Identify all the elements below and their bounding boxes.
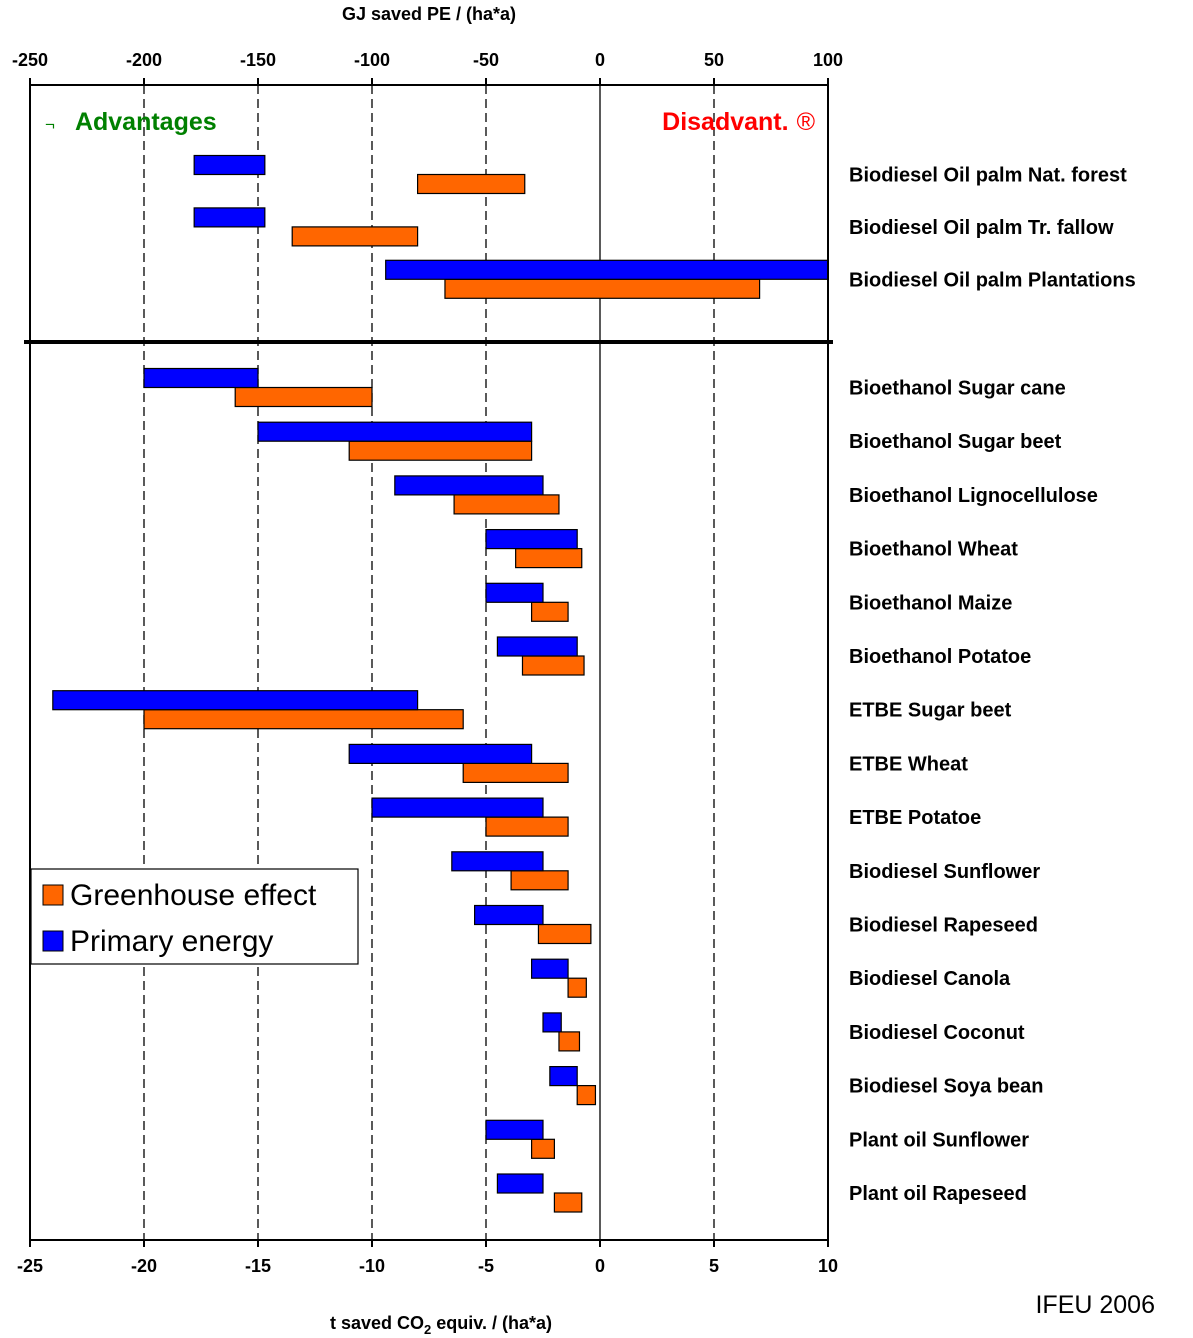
- bar-greenhouse: [530, 1138, 555, 1159]
- credit-label: IFEU 2006: [1035, 1291, 1155, 1319]
- bottom-axis-title: t saved CO2 equiv. / (ha*a): [330, 1313, 552, 1337]
- category-label: Biodiesel Sunflower: [849, 861, 1040, 883]
- category-label: Biodiesel Oil palm Nat. forest: [849, 165, 1127, 187]
- bar-greenhouse: [348, 440, 533, 461]
- right-arrow-symbol: ®: [797, 108, 816, 136]
- category-label: Biodiesel Oil palm Tr. fallow: [849, 217, 1114, 239]
- category-label: Bioethanol Wheat: [849, 539, 1018, 561]
- category-label: Biodiesel Canola: [849, 968, 1011, 990]
- bottom-tick-label: -15: [245, 1256, 271, 1276]
- bottom-tick-label: -20: [131, 1256, 157, 1276]
- legend-swatch-greenhouse: [42, 884, 64, 906]
- bar-greenhouse: [567, 977, 587, 998]
- category-label: Bioethanol Sugar cane: [849, 378, 1066, 400]
- bar-primary-energy: [385, 259, 829, 280]
- category-label: Bioethanol Maize: [849, 592, 1012, 614]
- bar-greenhouse: [510, 870, 569, 891]
- bar-primary-energy: [451, 851, 544, 872]
- legend-label-greenhouse: Greenhouse effect: [70, 879, 317, 912]
- bar-greenhouse: [444, 278, 761, 299]
- bar-primary-energy: [193, 154, 266, 176]
- advantages-annotation: ¬ Advantages: [45, 108, 217, 136]
- bottom-axis-title-subscript: 2: [424, 1322, 431, 1337]
- bottom-tick-label: 5: [709, 1256, 719, 1276]
- bar-greenhouse: [234, 386, 373, 408]
- bottom-tick-label: -10: [359, 1256, 385, 1276]
- disadvantages-label: Disadvant.: [662, 108, 788, 136]
- top-tick-label: -100: [354, 50, 390, 70]
- bottom-axis-ticks: -25 -20 -15 -10 -5 0 5 10: [17, 1240, 838, 1276]
- category-label: ETBE Potatoe: [849, 807, 981, 829]
- bar-primary-energy: [485, 1119, 544, 1140]
- bar-greenhouse: [576, 1084, 597, 1106]
- bar-primary-energy: [530, 958, 569, 979]
- category-labels: Biodiesel Oil palm Nat. forest Biodiesel …: [849, 165, 1136, 1206]
- legend: Greenhouse effect Primary energy: [30, 868, 359, 965]
- bar-greenhouse: [485, 816, 569, 837]
- disadvantages-annotation: Disadvant. ®: [662, 108, 815, 136]
- bottom-axis-title-prefix: t saved CO: [330, 1313, 424, 1333]
- category-label: Biodiesel Soya bean: [849, 1076, 1044, 1098]
- top-tick-label: 0: [595, 50, 605, 70]
- grid-lines: [143, 85, 715, 1240]
- plot-frame: [24, 84, 833, 1241]
- bar-greenhouse: [417, 173, 526, 195]
- bar-primary-energy: [143, 367, 259, 389]
- top-tick-label: 50: [704, 50, 724, 70]
- bar-primary-energy: [52, 690, 419, 711]
- category-label: ETBE Wheat: [849, 753, 968, 775]
- legend-box: [30, 868, 359, 965]
- category-label: Biodiesel Rapeseed: [849, 915, 1038, 937]
- top-tick-label: -250: [12, 50, 48, 70]
- bar-primary-energy: [474, 904, 544, 926]
- bar-primary-energy: [257, 421, 533, 442]
- bar-primary-energy: [496, 1173, 544, 1194]
- bottom-axis-title-suffix: equiv. / (ha*a): [431, 1313, 552, 1333]
- category-label: Plant oil Rapeseed: [849, 1183, 1027, 1205]
- bar-greenhouse: [143, 709, 464, 730]
- top-tick-label: 100: [813, 50, 843, 70]
- bar-greenhouse: [537, 923, 592, 945]
- category-label: Bioethanol Sugar beet: [849, 431, 1062, 453]
- bar-greenhouse: [515, 547, 583, 569]
- category-label: ETBE Sugar beet: [849, 700, 1012, 722]
- bar-primary-energy: [542, 1012, 562, 1033]
- bottom-tick-label: 0: [595, 1256, 605, 1276]
- bar-primary-energy: [193, 207, 266, 228]
- category-label: Biodiesel Coconut: [849, 1022, 1025, 1044]
- bar-primary-energy: [394, 475, 544, 496]
- category-label: Biodiesel Oil palm Plantations: [849, 269, 1136, 291]
- bar-primary-energy: [496, 636, 578, 657]
- category-label: Plant oil Sunflower: [849, 1129, 1029, 1151]
- bottom-tick-label: -5: [478, 1256, 494, 1276]
- advantages-label: Advantages: [75, 108, 217, 136]
- bar-primary-energy: [485, 582, 544, 603]
- left-arrow-symbol: ¬: [45, 115, 55, 134]
- bar-greenhouse: [521, 655, 585, 676]
- bar-greenhouse: [558, 1031, 581, 1052]
- legend-swatch-primary: [42, 930, 64, 952]
- bar-greenhouse: [530, 601, 569, 622]
- legend-label-primary: Primary energy: [70, 925, 273, 958]
- top-tick-label: -200: [126, 50, 162, 70]
- category-label: Bioethanol Potatoe: [849, 646, 1031, 668]
- category-label: Bioethanol Lignocellulose: [849, 485, 1098, 507]
- bar-greenhouse: [291, 226, 419, 247]
- bar-primary-energy: [348, 743, 533, 765]
- top-axis-title: GJ saved PE / (ha*a): [342, 4, 516, 24]
- bar-primary-energy: [549, 1065, 578, 1087]
- bar-greenhouse: [453, 494, 560, 515]
- bar-greenhouse: [462, 762, 569, 784]
- bottom-tick-label: -25: [17, 1256, 43, 1276]
- top-tick-label: -50: [473, 50, 499, 70]
- bar-primary-energy: [371, 797, 544, 818]
- bars: [52, 154, 829, 1213]
- bar-greenhouse: [553, 1192, 583, 1213]
- top-axis-ticks: -250 -200 -150 -100 -50 0 50 100: [12, 50, 843, 85]
- bottom-tick-label: 10: [818, 1256, 838, 1276]
- bar-primary-energy: [485, 528, 578, 550]
- top-tick-label: -150: [240, 50, 276, 70]
